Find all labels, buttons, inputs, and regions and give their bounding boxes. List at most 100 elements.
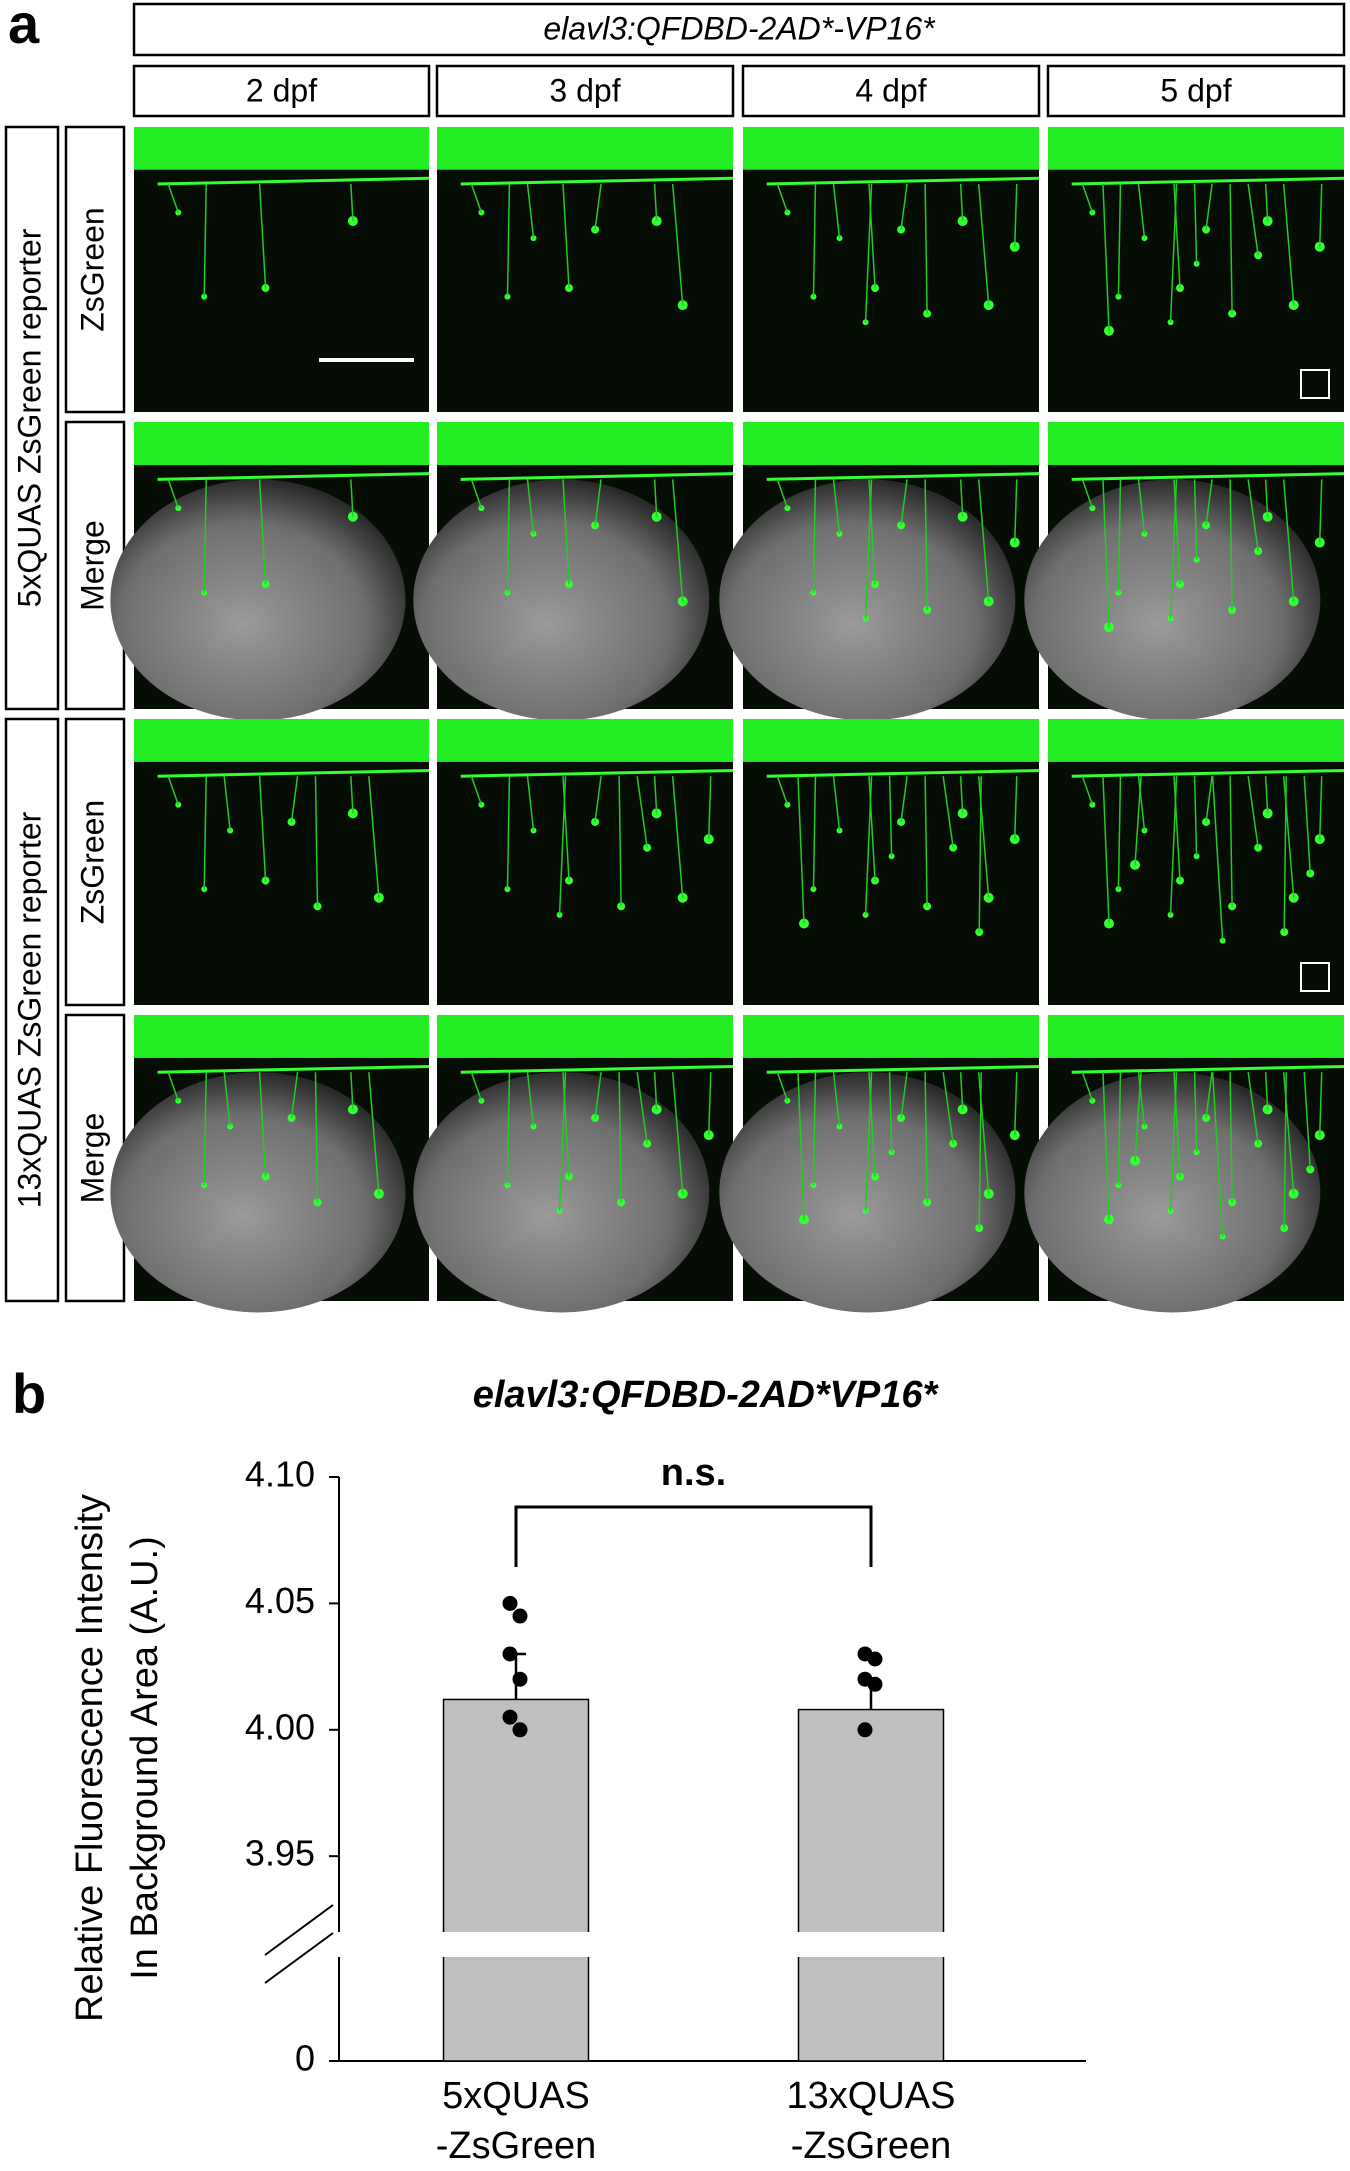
dic-embryo	[1024, 1072, 1321, 1313]
neurite	[290, 776, 299, 823]
neurite	[832, 183, 841, 239]
neurite	[900, 183, 908, 230]
neurite	[1102, 776, 1110, 924]
green-band	[134, 719, 429, 762]
neurite	[636, 776, 648, 848]
row-label: ZsGreen	[74, 800, 110, 924]
axon-tract	[157, 768, 430, 778]
data-point	[512, 1671, 528, 1687]
y-tick-label: 4.10	[245, 1454, 315, 1495]
neurite	[707, 1072, 712, 1136]
neurite	[1283, 1072, 1287, 1229]
axon-tract	[766, 472, 1040, 481]
neurite	[864, 776, 873, 915]
neurite	[1264, 479, 1269, 517]
neurite	[1169, 479, 1178, 619]
neurite	[1318, 776, 1323, 840]
micrograph	[743, 719, 1039, 1005]
neurite	[959, 776, 964, 814]
column-label: 4 dpf	[855, 72, 926, 108]
neurite	[1193, 776, 1198, 857]
neurite	[1205, 776, 1213, 823]
neurite	[1013, 1072, 1018, 1136]
axon-tract	[460, 472, 734, 481]
y-tick-label: 3.95	[245, 1833, 315, 1874]
x-tick-label: 5xQUAS	[442, 2075, 590, 2117]
data-point	[867, 1676, 883, 1692]
neurite	[1102, 479, 1110, 628]
neurite	[977, 183, 990, 306]
neurite	[671, 479, 684, 602]
dic-embryo	[719, 479, 1016, 721]
x-tick-label: 13xQUAS	[787, 2075, 956, 2117]
neurite	[1102, 183, 1110, 331]
green-band	[743, 127, 1039, 170]
neurite	[1205, 479, 1213, 526]
neurite	[1013, 183, 1018, 247]
significance-label: n.s.	[661, 1452, 726, 1494]
neurite	[1169, 776, 1178, 915]
green-band	[743, 1015, 1039, 1058]
neurite	[776, 1071, 789, 1102]
neurite	[900, 479, 908, 526]
neurite	[506, 1072, 511, 1186]
neurite	[1318, 479, 1323, 543]
neurite	[1318, 183, 1323, 247]
green-band	[743, 422, 1039, 466]
neurite	[653, 1072, 658, 1110]
neurite	[1081, 479, 1094, 509]
neurite	[832, 1072, 841, 1127]
green-band	[1048, 1015, 1344, 1058]
row-label: Merge	[74, 520, 110, 611]
row-label: ZsGreen	[74, 207, 110, 331]
neurite	[1205, 1072, 1213, 1119]
axon-tract	[1071, 176, 1345, 186]
x-tick-label: -ZsGreen	[436, 2125, 596, 2166]
neurite	[776, 479, 789, 509]
neurite	[506, 183, 511, 297]
neurite	[1264, 776, 1269, 814]
neurite	[868, 776, 876, 881]
data-point	[502, 1646, 518, 1662]
neurite	[959, 1072, 964, 1110]
neurite	[1134, 776, 1142, 865]
axon-tract	[1071, 472, 1345, 481]
neurite	[832, 776, 841, 831]
neurite	[924, 479, 928, 610]
neurite	[203, 183, 207, 297]
neurite	[1318, 1072, 1323, 1136]
data-point	[512, 1722, 528, 1738]
column-label: 3 dpf	[549, 72, 620, 108]
neurite	[1137, 183, 1146, 239]
micrograph	[1048, 719, 1344, 1005]
neurite	[1137, 776, 1146, 831]
green-band	[1048, 422, 1344, 466]
neurite	[1247, 183, 1259, 256]
neurite	[900, 776, 908, 823]
neurite	[594, 479, 602, 526]
inset-box	[1300, 369, 1330, 399]
neurite	[350, 776, 354, 814]
green-band	[1048, 127, 1344, 170]
neurite	[1193, 479, 1198, 560]
dic-embryo	[110, 1072, 406, 1313]
neurite	[1117, 1072, 1122, 1186]
title-box	[132, 2, 1346, 57]
neurite	[1081, 183, 1094, 213]
bar	[797, 1708, 945, 2062]
axon-tract	[766, 1064, 1040, 1074]
dic-embryo	[413, 1072, 710, 1313]
neurite	[1117, 183, 1122, 297]
neurite	[223, 776, 231, 831]
neurite	[812, 1072, 817, 1186]
panel-label: b	[12, 1362, 46, 1425]
neurite	[203, 1072, 207, 1186]
column-box	[435, 64, 735, 118]
neurite	[470, 1071, 483, 1102]
chart-title: elavl3:QFDBD-2AD*VP16*	[473, 1374, 940, 1416]
dic-embryo	[413, 479, 710, 721]
column-label: 5 dpf	[1160, 72, 1231, 108]
group-box	[4, 125, 60, 711]
neurite	[707, 776, 712, 840]
neurite	[959, 183, 964, 222]
